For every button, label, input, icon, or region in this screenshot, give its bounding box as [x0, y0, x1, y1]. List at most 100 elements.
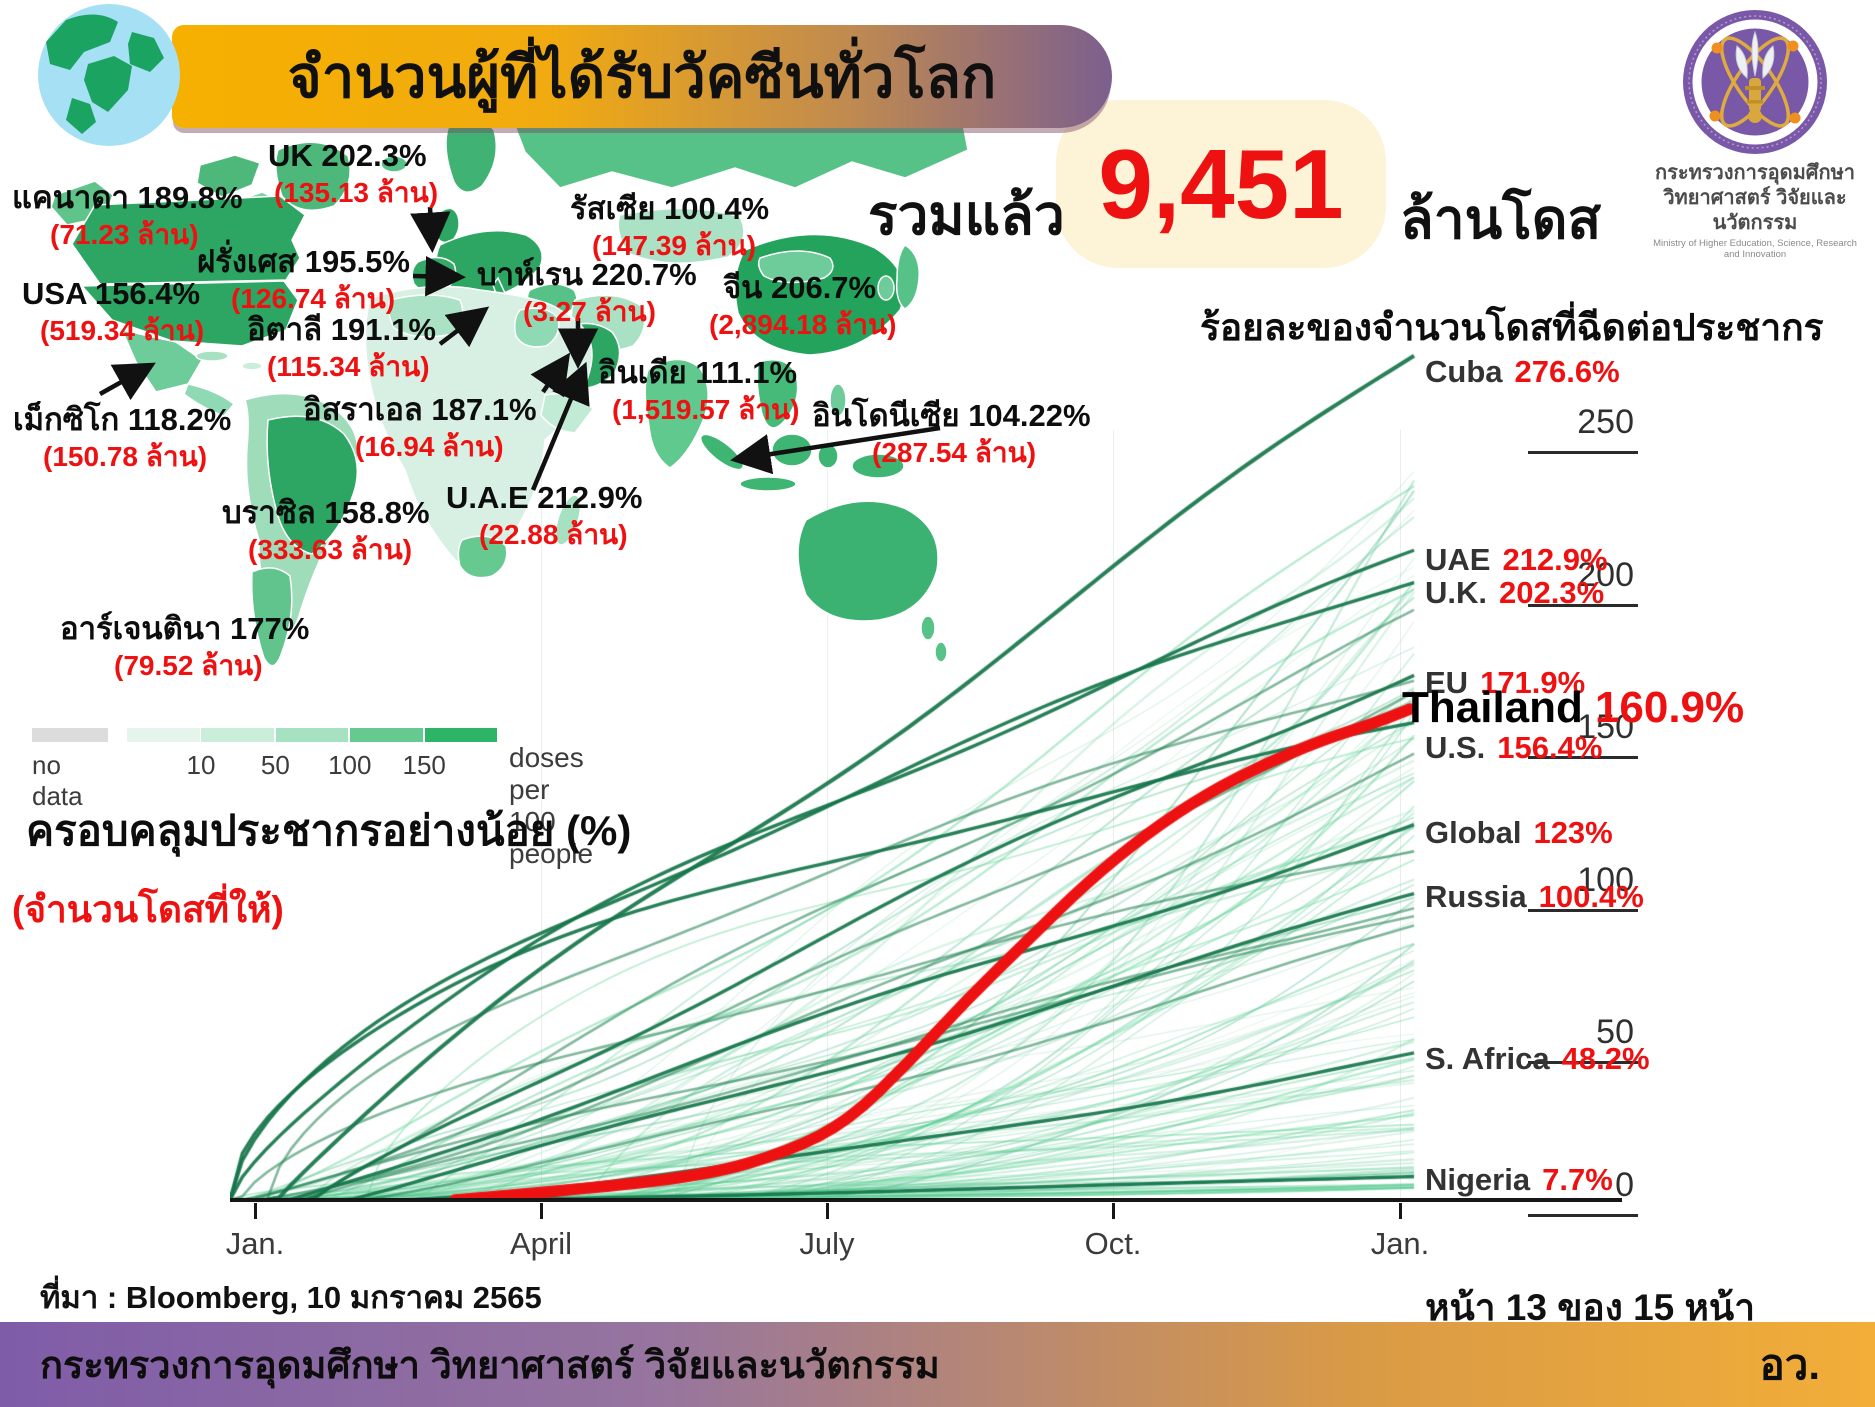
footer-bar: กระทรวงการอุดมศึกษา วิทยาศาสตร์ วิจัยและ… [0, 1322, 1875, 1407]
x-tick-label: Jan. [1370, 1226, 1430, 1261]
series-percentage: 100.4% [1538, 879, 1644, 914]
map-label-country: อินเดีย 111.1% [598, 355, 798, 390]
x-tick-mark [539, 1203, 543, 1219]
map-label-doses: (3.27 ล้าน) [523, 296, 656, 327]
map-label: UK 202.3% (135.13 ล้าน) [268, 140, 438, 207]
map-label-doses: (135.13 ล้าน) [274, 177, 439, 208]
series-label-global: Global 123% [1425, 817, 1613, 848]
map-label-doses: (2,894.18 ล้าน) [709, 309, 897, 340]
map-argentina [251, 567, 293, 667]
series-name: Global [1425, 815, 1522, 850]
map-label-country: รัสเซีย 100.4% [570, 191, 770, 226]
x-tick-label: July [799, 1226, 855, 1261]
x-tick-label: April [509, 1226, 572, 1261]
series-name: Nigeria [1425, 1162, 1531, 1197]
total-prefix: รวมแล้ว [868, 184, 1065, 246]
series-percentage: 123% [1533, 815, 1613, 850]
x-tick-label: Oct. [1084, 1226, 1142, 1261]
series-label-s-africa: S. Africa 48.2% [1425, 1043, 1650, 1074]
map-brazil [266, 415, 359, 555]
y-tick-label: 250 [1528, 403, 1638, 454]
callout-arrow [98, 362, 156, 401]
y-tick-label: 150 [1528, 708, 1638, 760]
map-greenland [275, 141, 351, 211]
legend-tick-label: 10 [186, 750, 216, 780]
series-label-cuba: Cuba 276.6% [1425, 356, 1620, 387]
map-label: อินโดนีเซีย 104.22% (287.54 ล้าน) [812, 400, 1091, 467]
map-label-country: อิตาลี 191.1% [247, 312, 436, 347]
legend-swatch [201, 728, 274, 742]
x-tick-mark [1111, 1203, 1115, 1219]
map-iceland [380, 155, 408, 173]
map-label-country: USA 156.4% [22, 276, 201, 311]
legend-swatch [350, 728, 423, 742]
legend-swatch-no-data [32, 728, 108, 742]
series-name: U.S. [1425, 730, 1486, 765]
map-label-country: อินโดนีเซีย 104.22% [812, 398, 1091, 433]
callout-arrow [530, 361, 590, 491]
total-doses-value: 9,451 [1098, 128, 1344, 239]
series-percentage: 171.9% [1480, 665, 1586, 700]
ministry-name-english: Ministry of Higher Education, Science, R… [1653, 238, 1857, 260]
map-label: U.A.E 212.9% (22.88 ล้าน) [446, 482, 642, 549]
map-label: บาห์เรน 220.7% (3.27 ล้าน) [477, 259, 697, 326]
x-tick-label: Jan. [225, 1226, 285, 1261]
series-percentage: 156.4% [1497, 730, 1603, 765]
coverage-subtitle: (จำนวนโดสที่ให้) [12, 889, 284, 930]
chart-title: ร้อยละของจำนวนโดสที่ฉีดต่อประชากร [1200, 307, 1824, 348]
world-map [50, 99, 969, 667]
series-percentage: 7.7% [1542, 1162, 1613, 1197]
map-label-doses: (22.88 ล้าน) [479, 519, 628, 550]
map-label-doses: (126.74 ล้าน) [231, 283, 396, 314]
map-label-country: แคนาดา 189.8% [12, 180, 243, 215]
map-central-asia [617, 207, 745, 264]
x-tick-mark [825, 1203, 829, 1219]
map-usa [80, 280, 299, 347]
coverage-title: ครอบคลุมประชากรอย่างน้อย (%) [26, 807, 632, 854]
map-label-country: บราซิล 158.8% [222, 495, 430, 530]
map-label: อิสราเอล 187.1% (16.94 ล้าน) [303, 394, 537, 461]
callout-arrow [438, 306, 490, 348]
map-label-country: ฝรั่งเศส 195.5% [197, 244, 410, 279]
map-arctic-islands [196, 154, 261, 198]
map-label-country: เม็กซิโก 118.2% [13, 402, 232, 437]
map-korea [877, 275, 895, 301]
legend-caption: doses per 100 people [509, 742, 594, 869]
map-label-doses: (519.34 ล้าน) [40, 315, 205, 346]
series-label-nigeria: Nigeria 7.7% [1425, 1164, 1613, 1195]
title-bar: จำนวนผู้ที่ได้รับวัคซีนทั่วโลก [172, 25, 1112, 128]
ministry-logo: กระทรวงการอุดมศึกษา วิทยาศาสตร์ วิจัยและ… [1645, 8, 1865, 260]
map-canada [71, 195, 306, 285]
map-label-doses: (147.39 ล้าน) [592, 230, 757, 261]
total-doses-badge: 9,451 [1056, 100, 1386, 268]
map-label-country: อิสราเอล 187.1% [303, 392, 537, 427]
map-uk [434, 207, 460, 244]
source-citation: ที่มา : Bloomberg, 10 มกราคม 2565 [40, 1280, 542, 1315]
x-tick-mark [253, 1203, 257, 1219]
y-tick-label: 50 [1528, 1013, 1638, 1065]
legend-swatch [424, 728, 498, 742]
map-australia [797, 500, 939, 622]
map-se-asia [756, 359, 799, 429]
map-label-doses: (150.78 ล้าน) [43, 441, 208, 472]
y-tick-label: 0 [1528, 1166, 1638, 1217]
series-percentage: 202.3% [1499, 575, 1605, 610]
series-percentage: 48.2% [1561, 1041, 1650, 1076]
map-label: รัสเซีย 100.4% (147.39 ล้าน) [570, 193, 769, 260]
series-label-u-s-: U.S. 156.4% [1425, 732, 1602, 763]
map-label-country: U.A.E 212.9% [446, 480, 643, 515]
map-scandinavia [445, 118, 497, 193]
series-percentage: 276.6% [1514, 354, 1620, 389]
footer-ministry-name: กระทรวงการอุดมศึกษา วิทยาศาสตร์ วิจัยและ… [40, 1345, 940, 1387]
ministry-name-thai-1: กระทรวงการอุดมศึกษา [1655, 162, 1855, 184]
y-tick-label: 200 [1528, 556, 1638, 607]
y-tick-label: 100 [1528, 861, 1638, 912]
map-south-africa [457, 535, 508, 579]
series-name: S. Africa [1425, 1041, 1550, 1076]
map-label-doses: (79.52 ล้าน) [114, 650, 263, 681]
chart-x-axis [230, 1198, 1622, 1202]
map-label-doses: (16.94 ล้าน) [355, 431, 504, 462]
callout-arrow [412, 256, 466, 297]
legend-tick-label: 100 [328, 750, 372, 780]
map-label: อิตาลี 191.1% (115.34 ล้าน) [247, 314, 436, 381]
